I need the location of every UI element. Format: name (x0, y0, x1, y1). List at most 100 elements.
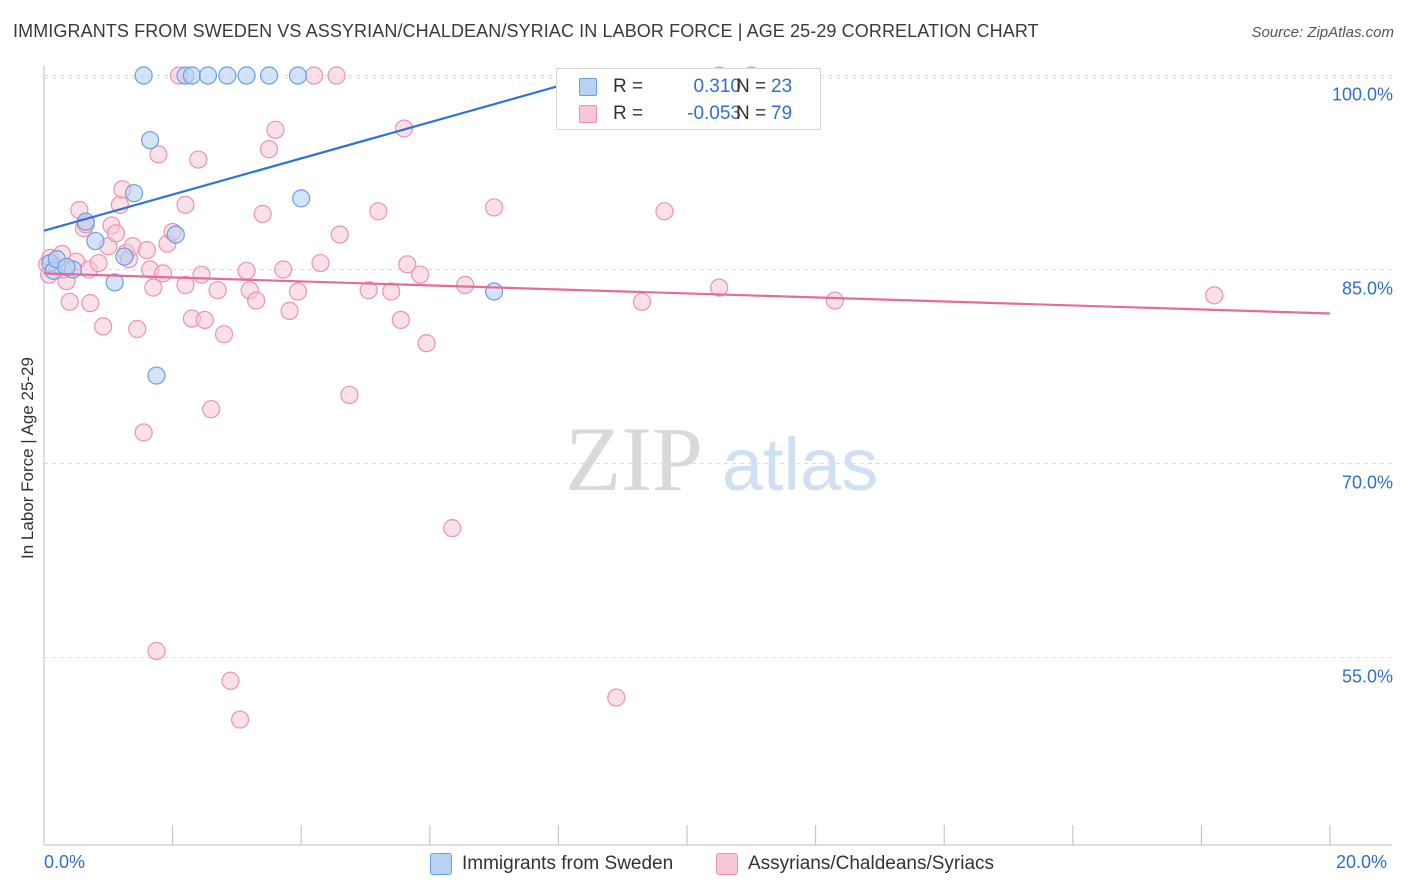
data-point-assyrians (176, 195, 195, 214)
data-point-sweden (147, 366, 166, 385)
data-point-assyrians (94, 317, 113, 336)
data-point-assyrians (81, 294, 100, 313)
data-point-sweden (485, 282, 504, 301)
data-point-assyrians (825, 291, 844, 310)
data-point-sweden (57, 257, 76, 277)
data-point-assyrians (411, 265, 430, 284)
series-sweden-points (41, 66, 504, 385)
data-point-assyrians (632, 292, 652, 311)
chart-title: IMMIGRANTS FROM SWEDEN VS ASSYRIAN/CHALD… (13, 21, 1039, 41)
gridlines (44, 75, 1392, 658)
data-point-assyrians (60, 292, 79, 311)
data-point-assyrians (443, 519, 462, 538)
data-point-assyrians (398, 255, 417, 274)
data-point-assyrians (382, 282, 401, 301)
correlation-legend: R = 0.310 N = 23 R = -0.053 N = 79 (556, 68, 821, 130)
bottom-legend-swatch-sweden (430, 853, 452, 875)
legend-n-value-sweden: 23 (771, 76, 793, 97)
data-point-assyrians (214, 325, 234, 344)
data-point-sweden (140, 131, 160, 150)
data-point-sweden (218, 66, 237, 85)
bottom-legend-sweden: Immigrants from Sweden (430, 852, 673, 876)
data-point-sweden (292, 189, 311, 208)
x-tick-label-max: 20.0% (1336, 852, 1388, 872)
data-point-assyrians (391, 310, 410, 330)
data-point-assyrians (330, 225, 349, 244)
y-axis-label: In Labor Force | Age 25-29 (18, 357, 37, 559)
data-point-assyrians (359, 281, 378, 300)
bottom-legend-swatch-assyrians (716, 853, 738, 875)
x-tick-label-min: 0.0% (44, 852, 86, 872)
watermark: ZIP atlas (565, 408, 878, 510)
data-point-sweden (124, 184, 144, 203)
data-point-assyrians (221, 671, 240, 690)
legend-n-label: N = (736, 76, 767, 97)
bottom-legend-label-sweden: Immigrants from Sweden (462, 853, 674, 874)
data-point-assyrians (149, 145, 168, 164)
data-point-assyrians (89, 253, 108, 273)
data-point-assyrians (304, 66, 324, 85)
data-point-assyrians (237, 261, 256, 280)
data-point-assyrians (208, 281, 227, 300)
data-point-assyrians (311, 253, 330, 273)
bottom-legend-label-assyrians: Assyrians/Chaldeans/Syriacs (748, 853, 995, 874)
data-point-assyrians (247, 291, 266, 310)
trend-lines (43, 79, 1331, 315)
legend-r-label: R = (613, 76, 644, 97)
data-point-assyrians (266, 120, 285, 139)
data-point-sweden (105, 273, 124, 292)
data-point-assyrians (128, 319, 147, 339)
trend-line-sweden (43, 79, 578, 232)
data-point-assyrians (153, 264, 173, 283)
data-point-assyrians (189, 150, 208, 169)
data-point-assyrians (259, 140, 279, 159)
data-point-assyrians (253, 204, 272, 223)
legend-r-label: R = (613, 103, 644, 124)
watermark-zip: ZIP (565, 408, 703, 510)
y-tick-labels: 100.0% 85.0% 70.0% 55.0% (1332, 85, 1393, 687)
legend-n-label: N = (736, 103, 767, 124)
data-point-sweden (134, 66, 153, 85)
data-point-assyrians (106, 224, 126, 243)
data-point-sweden (259, 66, 279, 85)
data-point-assyrians (369, 202, 388, 221)
data-point-assyrians (655, 202, 674, 221)
data-point-sweden (86, 231, 105, 251)
legend-r-value-sweden: 0.310 (693, 76, 741, 97)
data-point-sweden (115, 247, 134, 266)
y-tick-label: 55.0% (1342, 666, 1393, 686)
data-point-assyrians (202, 400, 221, 419)
data-point-assyrians (274, 260, 293, 279)
y-tick-label: 70.0% (1342, 472, 1393, 492)
legend-n-value-assyrians: 79 (771, 103, 793, 124)
watermark-atlas: atlas (722, 423, 878, 506)
data-point-assyrians (1205, 286, 1224, 305)
data-point-assyrians (417, 334, 436, 353)
data-point-sweden (166, 225, 185, 244)
axes (43, 65, 1392, 846)
data-point-assyrians (485, 198, 504, 217)
bottom-legend-assyrians: Assyrians/Chaldeans/Syriacs (716, 852, 994, 876)
source-label: Source: ZipAtlas.com (1251, 24, 1394, 41)
data-point-assyrians (456, 275, 475, 295)
y-tick-label: 100.0% (1332, 85, 1393, 105)
data-point-assyrians (176, 275, 195, 295)
data-point-assyrians (231, 710, 250, 729)
legend-swatch-sweden (579, 78, 597, 96)
legend-swatch-assyrians (579, 105, 597, 123)
data-point-assyrians (144, 278, 163, 297)
legend-r-value-assyrians: -0.053 (687, 103, 741, 124)
data-point-assyrians (192, 265, 211, 284)
data-point-assyrians (288, 282, 308, 301)
series-assyrians-points (38, 66, 1224, 729)
data-point-assyrians (280, 301, 299, 320)
data-point-assyrians (327, 66, 346, 85)
y-tick-label: 85.0% (1342, 279, 1393, 299)
data-point-sweden (182, 66, 201, 85)
data-point-assyrians (195, 310, 214, 330)
data-point-assyrians (137, 241, 156, 260)
data-point-sweden (237, 66, 256, 85)
data-point-assyrians (340, 385, 359, 405)
data-point-sweden (198, 66, 218, 85)
